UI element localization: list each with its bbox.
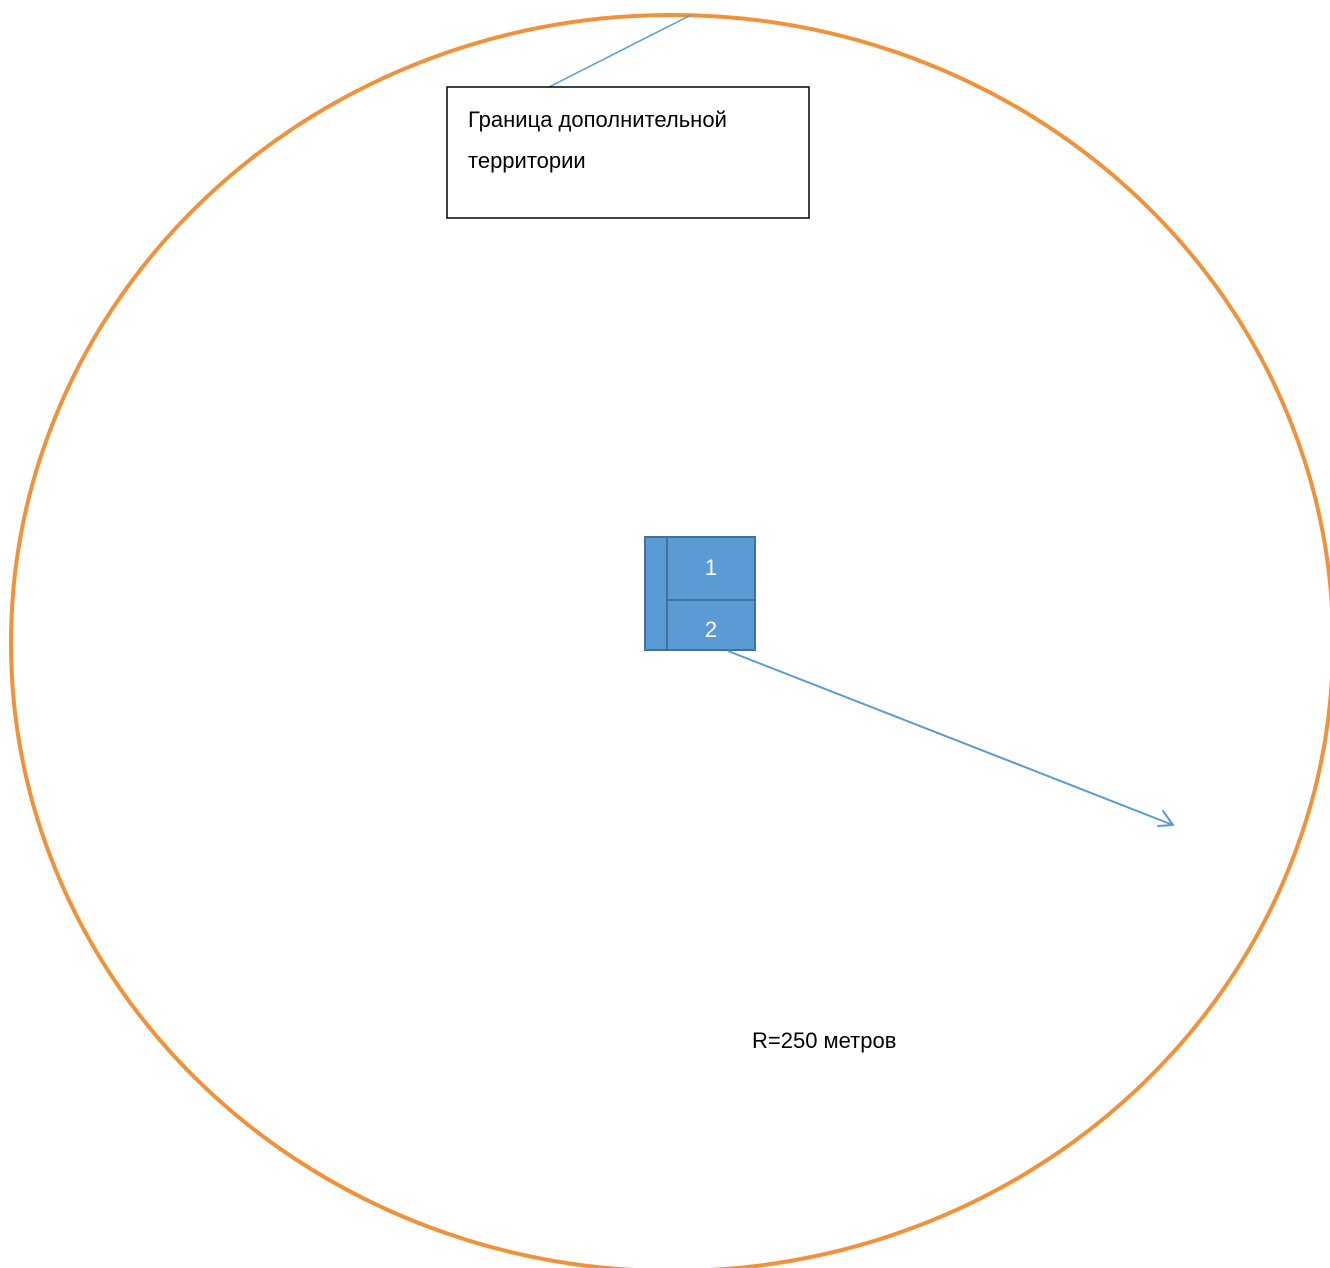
building-section-1 [666, 536, 756, 601]
building-side-strip [644, 536, 668, 651]
building-section-2-label: 2 [705, 617, 717, 642]
radius-arrow-shaft [727, 650, 1174, 826]
radius-arrow-head [1157, 810, 1174, 827]
building-section-2 [666, 599, 756, 651]
radius-arrow [727, 650, 1174, 827]
callout-box: Граница дополнительной территории [446, 86, 810, 219]
callout-frame [446, 86, 810, 219]
building-section-1-label: 1 [705, 555, 717, 580]
building-block: 1 2 [644, 536, 756, 651]
callout-text-line1: Граница дополнительной [468, 107, 727, 132]
callout-text-line2: территории [468, 148, 586, 173]
radius-label: R=250 метров [752, 1028, 896, 1053]
callout-leader-line [548, 14, 692, 88]
territory-boundary-circle [9, 13, 1330, 1268]
